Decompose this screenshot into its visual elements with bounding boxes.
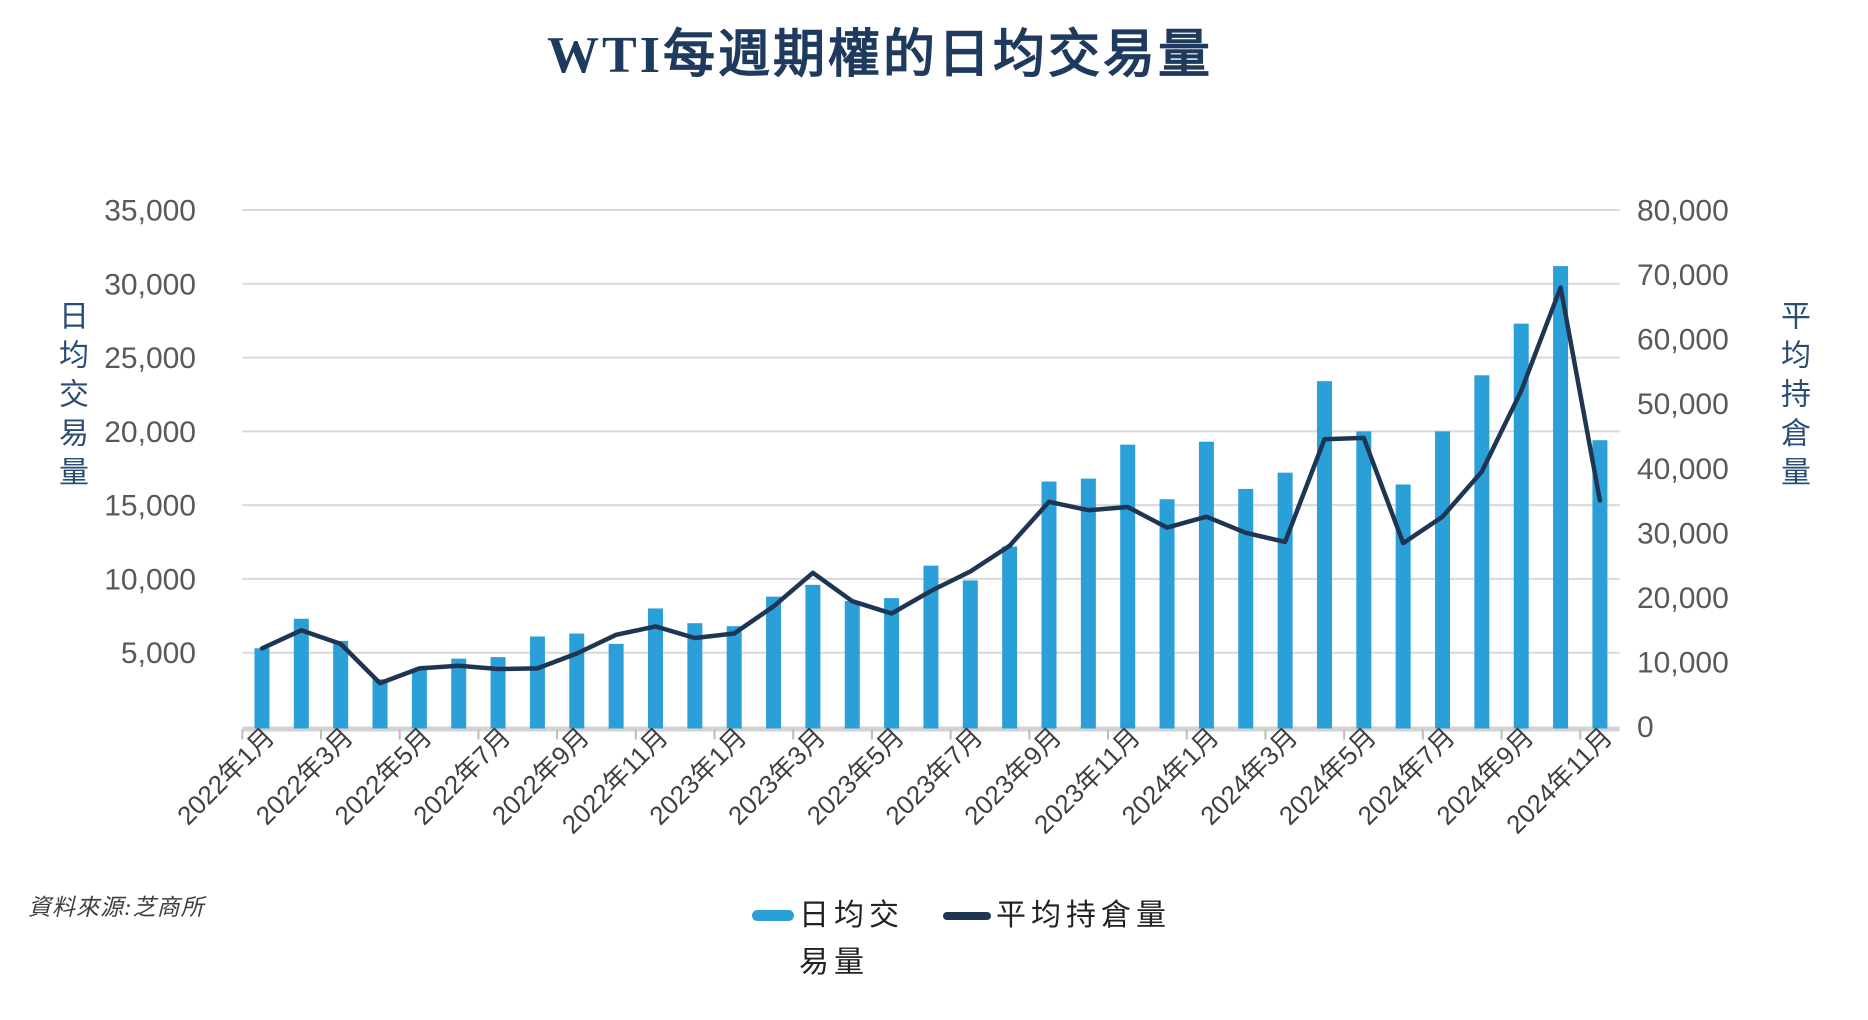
x-axis-baseline: [242, 726, 1620, 732]
bar: [254, 648, 270, 729]
bar: [1159, 499, 1175, 729]
right-axis-tick-label: 60,000: [1637, 324, 1729, 357]
bar-series: [254, 266, 1608, 729]
bar: [372, 679, 388, 729]
right-axis-tick-label: 80,000: [1637, 195, 1729, 228]
bar: [1277, 472, 1293, 729]
bar: [1395, 484, 1411, 729]
bar: [1120, 444, 1136, 729]
left-axis-tick-labels: 35,000 30,000 25,000 20,000 15,000 10,000 5,00…: [104, 195, 196, 671]
bar-series-swatch-icon: [752, 910, 794, 921]
bar: [293, 618, 309, 729]
bar: [766, 596, 782, 729]
left-axis-tick-label: 5,000: [121, 637, 196, 670]
right-axis-tick-label: 0: [1637, 711, 1654, 744]
left-axis-tick-label: 20,000: [104, 416, 196, 449]
legend-label-volume: 日均交易量: [799, 899, 904, 979]
left-axis-tick-label: 35,000: [104, 195, 196, 228]
line-series: [259, 285, 1603, 686]
bar: [569, 633, 585, 729]
bar: [1592, 440, 1608, 729]
legend-item-open-interest: 平均持倉量: [917, 893, 1171, 940]
right-axis-tick-label: 10,000: [1637, 646, 1729, 679]
left-axis-tick-label: 10,000: [104, 563, 196, 596]
bar: [1198, 441, 1214, 729]
left-axis-tick-label: 25,000: [104, 342, 196, 375]
legend-label-open-interest: 平均持倉量: [996, 899, 1171, 932]
left-axis-tick-label: 15,000: [104, 490, 196, 523]
bar: [647, 608, 663, 729]
left-axis-tick-label: 30,000: [104, 268, 196, 301]
right-axis-tick-label: 50,000: [1637, 388, 1729, 421]
bar: [608, 643, 624, 729]
bar: [1553, 266, 1569, 729]
bar: [1238, 488, 1254, 729]
bar: [1041, 481, 1057, 729]
bar: [884, 598, 900, 729]
x-axis-labels: 2022年1月2022年3月2022年5月2022年7月2022年9月2022年…: [171, 722, 1618, 840]
right-axis-tick-label: 20,000: [1637, 582, 1729, 615]
bar: [1356, 431, 1372, 729]
chart-title: WTI每週期權的日均交易量: [547, 27, 1213, 84]
bar: [490, 657, 506, 729]
bar: [687, 623, 703, 729]
bar: [923, 565, 939, 729]
chart-legend: 日均交易量 平均持倉量: [752, 893, 1171, 986]
bar: [1474, 375, 1490, 729]
bar: [1513, 323, 1529, 729]
bar: [1080, 478, 1096, 729]
bar: [1435, 431, 1451, 729]
right-axis-tick-label: 70,000: [1637, 259, 1729, 292]
bar: [844, 601, 860, 729]
left-axis-title: 日均交易量: [54, 300, 87, 495]
bar: [1316, 381, 1332, 729]
bar: [1002, 546, 1018, 729]
right-axis-title: 平均持倉量: [1776, 300, 1809, 495]
bar: [333, 640, 349, 729]
bar: [962, 580, 978, 729]
bar: [451, 658, 467, 729]
source-note: 資料來源:芝商所: [28, 895, 205, 920]
bar: [411, 668, 427, 729]
x-axis-ticks: [241, 729, 1582, 740]
legend-item-volume: 日均交易量: [752, 893, 917, 986]
right-axis-tick-label: 30,000: [1637, 517, 1729, 550]
line-series-swatch-icon: [943, 912, 991, 920]
bar: [529, 636, 545, 729]
bar: [805, 584, 821, 729]
bar: [726, 626, 742, 729]
right-axis-tick-labels: 80,000 70,000 60,000 50,000 40,000 30,000 20,0…: [1637, 195, 1729, 745]
right-axis-tick-label: 40,000: [1637, 453, 1729, 486]
